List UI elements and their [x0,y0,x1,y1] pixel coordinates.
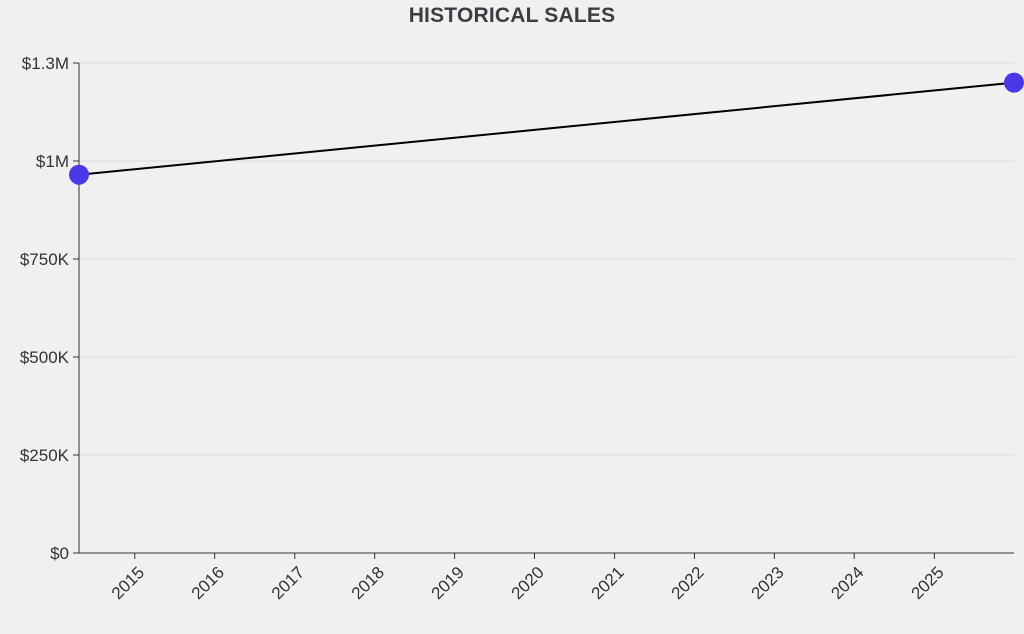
x-tick-label: 2016 [188,563,228,603]
data-point[interactable] [69,164,89,185]
series [69,72,1024,185]
x-tick-label: 2018 [348,563,388,603]
x-tick-label: 2025 [907,563,947,603]
x-tick-label: 2021 [588,563,628,603]
x-tick-label: 2019 [428,563,468,603]
x-tick-label: 2017 [268,563,308,603]
x-tick-label: 2022 [668,563,708,603]
axes: $0 $250K $500K $750K $1M $1.3M 2015 2016 2017 201… [20,54,1014,603]
grid-lines [79,62,1014,456]
series-line [78,81,1015,176]
x-tick-label: 2023 [747,563,787,603]
y-tick-label: $500K [20,348,70,367]
y-tick-label: $250K [20,446,70,465]
y-tick-label: $750K [20,250,70,269]
data-point[interactable] [1004,72,1024,93]
x-tick-label: 2024 [827,563,867,603]
chart-title: HISTORICAL SALES [408,4,616,27]
y-tick-label: $1M [36,152,69,171]
x-tick-label: 2020 [508,563,548,603]
x-tick-label: 2015 [108,563,148,603]
y-tick-label: $0 [50,544,69,563]
y-tick-label: $1.3M [22,54,69,73]
